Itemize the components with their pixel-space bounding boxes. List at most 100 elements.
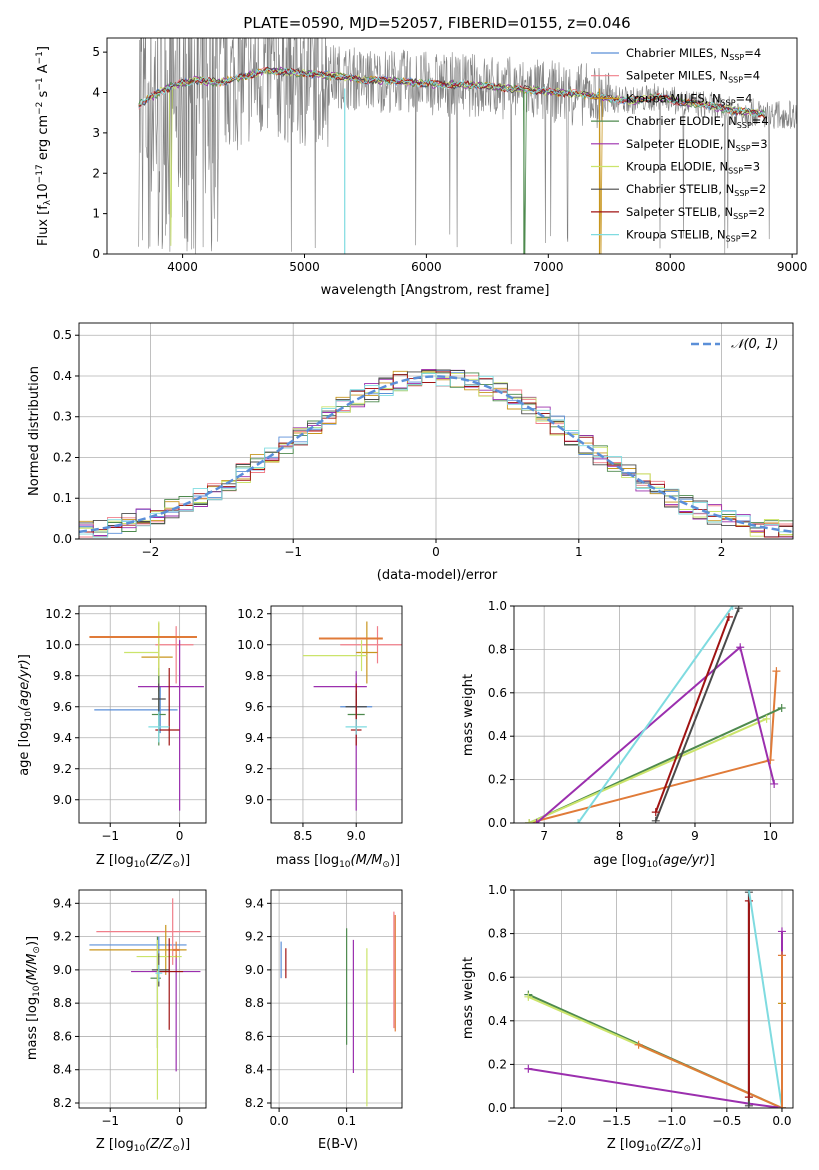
histogram-xlabel: (data-model)/error bbox=[377, 568, 498, 583]
mass-vs-z-ylabel: mass [log10(M/M⊙)] bbox=[25, 936, 42, 1060]
legend-label-sub: SSP bbox=[729, 53, 744, 62]
svg-text:Flux [fλ10−17 erg cm−2 s−1 A−1: Flux [fλ10−17 erg cm−2 s−1 A−1] bbox=[35, 46, 53, 246]
mass-weight-marker bbox=[762, 714, 771, 723]
x-tick-label: 0 bbox=[176, 829, 184, 843]
histogram-legend: 𝒩(0, 1) bbox=[691, 337, 778, 352]
y-tick-label: 10.2 bbox=[237, 607, 264, 621]
model-spectrum-line bbox=[139, 67, 765, 117]
mass-weight-marker bbox=[734, 606, 743, 613]
y-tick-label: 9.6 bbox=[53, 700, 72, 714]
plot-area bbox=[138, 38, 797, 254]
mass-weight-marker bbox=[772, 667, 781, 676]
legend-label-sub: SSP bbox=[721, 98, 736, 107]
legend-label-text: Kroupa MILES, N bbox=[626, 91, 721, 105]
y-tick-label: 0.4 bbox=[488, 729, 507, 743]
x-tick-label: 9.0 bbox=[347, 829, 366, 843]
legend-label-sub: SSP bbox=[733, 212, 748, 221]
legend-label: Chabrier ELODIE, NSSP=4 bbox=[626, 114, 769, 130]
mass-vs-z-xlabel: Z [log10(Z/Z⊙)] bbox=[96, 1137, 190, 1154]
x-tick-label: 10 bbox=[763, 829, 778, 843]
mass-weight-marker bbox=[777, 703, 786, 712]
x-tick-label: −1.5 bbox=[602, 1114, 631, 1128]
y-tick-label: 9.4 bbox=[53, 896, 72, 910]
x-tick-label: 1 bbox=[575, 545, 583, 559]
mass-weight-marker bbox=[770, 779, 779, 788]
y-tick-label: 8.6 bbox=[53, 1029, 72, 1043]
y-tick-label: 0.6 bbox=[488, 686, 507, 700]
y-tick-label: 8.8 bbox=[53, 996, 72, 1010]
mass-weight-marker bbox=[777, 1104, 786, 1108]
mass-weight-marker bbox=[736, 643, 745, 652]
mass-weight-marker bbox=[744, 890, 753, 894]
age-vs-mass-xlabel: mass [log10(M/M⊙)] bbox=[276, 853, 400, 870]
histogram-step-line bbox=[79, 372, 793, 538]
mass-weight-line bbox=[528, 931, 783, 1108]
y-tick-label: 8.2 bbox=[245, 1096, 264, 1110]
legend-label-text: Salpeter STELIB, N bbox=[626, 205, 733, 219]
y-tick-label: 10.0 bbox=[237, 638, 264, 652]
y-tick-label: 9.0 bbox=[245, 963, 264, 977]
legend-label-count: =4 bbox=[743, 69, 760, 83]
legend-label-sub: SSP bbox=[728, 76, 743, 85]
y-tick-label: 0.6 bbox=[488, 970, 507, 984]
x-tick-label: 9000 bbox=[777, 260, 808, 274]
axes-frame bbox=[78, 889, 207, 1109]
legend-label-count: =4 bbox=[752, 114, 769, 128]
legend-label-sub: SSP bbox=[736, 144, 751, 153]
legend-label-text: Salpeter MILES, N bbox=[626, 69, 728, 83]
mass-weight-marker bbox=[524, 992, 533, 1001]
y-tick-label: 9.4 bbox=[245, 731, 264, 745]
legend-label-count: =2 bbox=[748, 205, 765, 219]
x-tick-label: 0 bbox=[432, 545, 440, 559]
y-tick-label: 0.1 bbox=[53, 491, 72, 505]
x-tick-label: −2.0 bbox=[547, 1114, 576, 1128]
y-tick-label: 9.2 bbox=[245, 930, 264, 944]
y-tick-label: 8.6 bbox=[245, 1029, 264, 1043]
plot-area bbox=[280, 911, 396, 1107]
y-tick-label: 1.0 bbox=[488, 599, 507, 613]
mass-vs-ebv-xlabel: E(B-V) bbox=[318, 1137, 358, 1152]
figure-title: PLATE=0590, MJD=52057, FIBERID=0155, z=0… bbox=[243, 14, 630, 32]
mass-weight-line bbox=[577, 606, 734, 823]
y-tick-label: 0.3 bbox=[53, 410, 72, 424]
age-vs-z-panel: −1 0 9.0 9.2 9.4 9.6 9.8 10.0 10.2 bbox=[45, 605, 207, 843]
observed-spectrum bbox=[138, 38, 797, 254]
age-vs-mass-panel: 8.5 9.0 9.0 9.2 9.4 9.6 9.8 10.0 10.2 bbox=[237, 605, 403, 843]
legend-label: Salpeter STELIB, NSSP=2 bbox=[626, 205, 765, 221]
mass-weight-line bbox=[638, 1043, 783, 1108]
legend-label-count: =3 bbox=[751, 137, 768, 151]
x-tick-label: 8 bbox=[616, 829, 624, 843]
axes-frame bbox=[78, 605, 207, 824]
mass-weight-line bbox=[747, 890, 783, 1108]
mass-weight-line bbox=[654, 616, 730, 813]
mass-weight-line bbox=[528, 717, 768, 823]
histogram-panel: −2 −1 0 1 2 0.0 0.1 0.2 0.3 0.4 0.5 bbox=[53, 322, 794, 559]
legend-label-sub: SSP bbox=[734, 189, 749, 198]
x-tick-label: 5000 bbox=[289, 260, 320, 274]
mass-weight-vs-z-ylabel: mass weight bbox=[461, 957, 476, 1039]
legend-label: Chabrier STELIB, NSSP=2 bbox=[626, 182, 766, 198]
y-tick-label: 9.0 bbox=[53, 963, 72, 977]
y-tick-label: 3 bbox=[92, 126, 100, 140]
mass-weight-marker bbox=[574, 819, 583, 823]
legend-label: Chabrier MILES, NSSP=4 bbox=[626, 46, 761, 62]
plot-area bbox=[525, 606, 786, 823]
x-tick-label: −1.0 bbox=[657, 1114, 686, 1128]
legend-label-text: Kroupa ELODIE, N bbox=[626, 160, 728, 174]
histogram-legend-label: 𝒩(0, 1) bbox=[731, 337, 778, 352]
plot-area bbox=[524, 890, 786, 1108]
plot-area bbox=[79, 368, 793, 538]
legend-label: Kroupa STELIB, NSSP=2 bbox=[626, 228, 757, 244]
mass-weight-line bbox=[535, 645, 776, 823]
mass-weight-vs-z-xlabel: Z [log10(Z/Z⊙)] bbox=[607, 1137, 701, 1154]
mass-vs-ebv-panel: 0.0 0.1 8.2 8.4 8.6 8.8 9.0 9.2 9.4 bbox=[245, 889, 403, 1128]
y-tick-label: 9.8 bbox=[53, 669, 72, 683]
mass-weight-marker bbox=[728, 606, 737, 610]
axes-frame bbox=[270, 605, 403, 824]
x-tick-label: −0.5 bbox=[712, 1114, 741, 1128]
y-tick-label: 9.2 bbox=[53, 762, 72, 776]
y-tick-label: 8.8 bbox=[245, 996, 264, 1010]
legend-label-sub: SSP bbox=[726, 235, 741, 244]
legend-label-sub: SSP bbox=[728, 167, 743, 176]
x-tick-label: 8.5 bbox=[293, 829, 312, 843]
